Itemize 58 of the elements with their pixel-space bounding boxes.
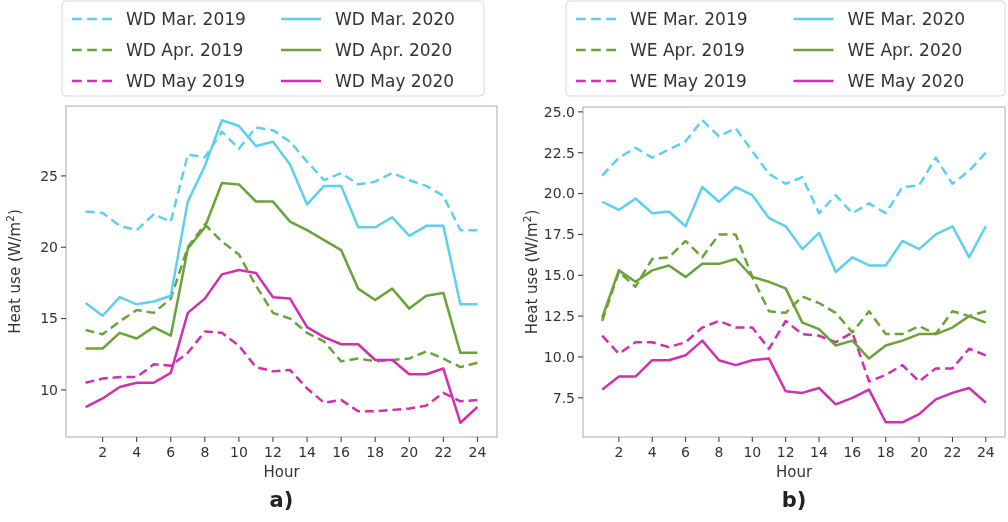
x-tick-label: 18 <box>366 444 385 460</box>
x-tick-label: 8 <box>200 444 210 460</box>
x-tick-label: 16 <box>843 444 862 460</box>
y-tick-label: 7.5 <box>552 389 575 406</box>
x-tick-label: 18 <box>876 444 895 460</box>
y-tick-label: 10 <box>40 381 58 398</box>
line-series <box>600 185 988 274</box>
line-series <box>600 339 988 424</box>
legend-label: WE Apr. 2019 <box>630 39 745 60</box>
x-tick-label: 4 <box>647 444 657 460</box>
y-tick-label: 15 <box>40 310 58 327</box>
legend-label: WE Mar. 2020 <box>847 8 966 29</box>
legend-label: WD May 2020 <box>335 70 455 91</box>
x-tick-label: 24 <box>976 444 995 460</box>
x-tick-label: 12 <box>264 444 282 460</box>
y-tick-label: 25 <box>40 167 58 184</box>
x-axis-title: Hour <box>263 463 301 481</box>
legend-label: WE May 2020 <box>847 70 965 91</box>
x-tick-label: 2 <box>614 444 624 460</box>
x-tick-label: 8 <box>714 444 724 460</box>
legend-label: WD Apr. 2020 <box>335 39 453 60</box>
y-tick-label: 10.0 <box>543 348 575 365</box>
x-tick-label: 14 <box>810 444 829 460</box>
x-tick-label: 16 <box>332 444 351 460</box>
legend-label: WE Mar. 2019 <box>630 8 748 29</box>
text: a) <box>269 488 294 512</box>
x-tick-label: 6 <box>166 444 176 460</box>
y-tick-label: 17.5 <box>543 226 575 243</box>
legend-label: WD May 2019 <box>126 70 246 91</box>
legend-label: WD Mar. 2020 <box>335 8 455 29</box>
legend-label: WD Apr. 2019 <box>126 39 244 60</box>
x-tick-label: 2 <box>98 444 108 460</box>
legend-label: WE Apr. 2020 <box>847 39 963 60</box>
x-tick-label: 22 <box>943 444 962 460</box>
x-tick-label: 12 <box>776 444 795 460</box>
y-tick-label: 20 <box>40 239 58 256</box>
y-tick-label: 20.0 <box>543 185 575 202</box>
x-tick-label: 22 <box>434 444 453 460</box>
legend-label: WE May 2019 <box>630 70 747 91</box>
x-tick-label: 14 <box>298 444 317 460</box>
legend-label: WD Mar. 2019 <box>126 8 246 29</box>
x-tick-label: 20 <box>910 444 929 460</box>
y-tick-label: 12.5 <box>543 308 575 325</box>
x-tick-label: 10 <box>743 444 762 460</box>
x-tick-label: 4 <box>132 444 142 460</box>
x-tick-label: 6 <box>681 444 691 460</box>
line-series <box>600 319 988 383</box>
x-tick-label: 20 <box>400 444 419 460</box>
y-tick-label: 22.5 <box>543 144 575 161</box>
x-tick-label: 24 <box>468 444 487 460</box>
line-series <box>600 118 988 215</box>
text: b) <box>781 488 807 512</box>
line-series <box>84 119 479 317</box>
y-tick-label: 25.0 <box>543 103 575 120</box>
x-axis-title: Hour <box>775 463 813 481</box>
x-tick-label: 10 <box>230 444 248 460</box>
line-series <box>84 268 479 424</box>
y-tick-label: 15.0 <box>543 267 575 284</box>
